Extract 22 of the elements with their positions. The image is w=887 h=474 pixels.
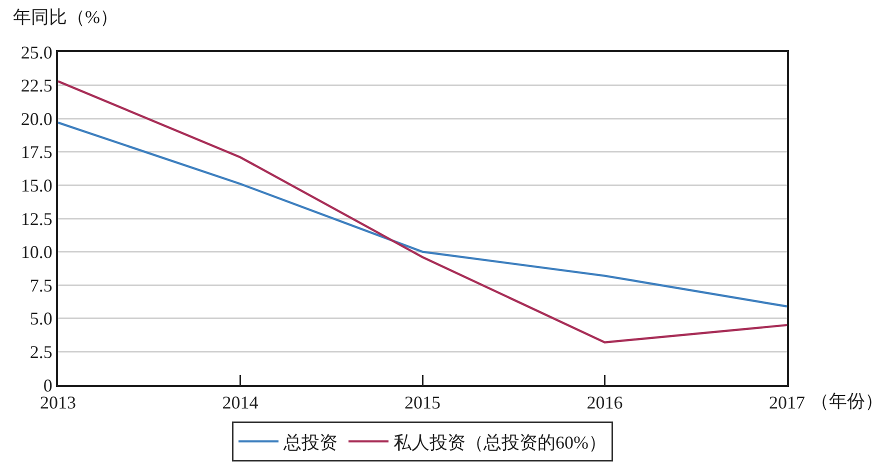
y-axis-title: 年同比（%） — [13, 7, 118, 27]
x-tick-label: 2015 — [404, 392, 440, 413]
y-tick-label: 0 — [43, 375, 52, 396]
y-tick-label: 17.5 — [20, 142, 52, 162]
y-tick-label: 15.0 — [20, 176, 52, 196]
y-tick-label: 22.5 — [20, 76, 52, 96]
line-series — [58, 122, 787, 308]
y-tick-label: 10.0 — [20, 242, 52, 262]
y-tick-label: 12.5 — [20, 208, 52, 229]
y-tick-label: 25.0 — [20, 42, 52, 62]
legend-label: 总投资 — [282, 432, 338, 452]
line-series — [58, 80, 787, 344]
x-tick-label: 2017 — [769, 392, 805, 413]
legend-label: 私人投资（总投资的60%） — [394, 432, 606, 452]
y-tick-label: 20.0 — [20, 108, 52, 129]
x-tick-label: 2016 — [586, 392, 623, 413]
y-tick-label: 7.5 — [30, 275, 52, 296]
x-axis-title: （年份） — [811, 391, 883, 411]
x-tick-label: 2013 — [40, 392, 76, 413]
y-tick-label: 5.0 — [30, 308, 52, 329]
y-tick-label: 2.5 — [30, 342, 52, 362]
x-tick-label: 2014 — [222, 392, 258, 413]
